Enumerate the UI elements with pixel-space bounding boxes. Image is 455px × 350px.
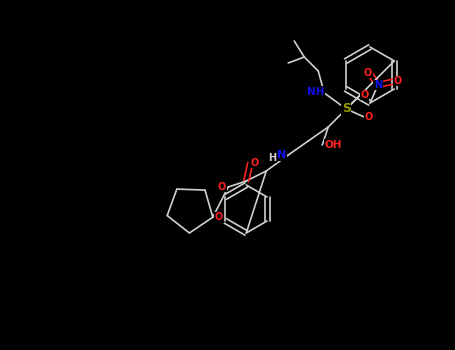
Text: O: O [360,90,369,100]
Text: OH: OH [324,140,342,150]
Text: H: H [268,153,276,163]
Text: N: N [277,150,286,160]
Text: O: O [364,68,372,78]
Text: O: O [250,158,258,168]
Text: NH: NH [307,87,324,97]
Text: O: O [394,76,402,86]
Text: S: S [342,103,351,116]
Text: N: N [374,80,382,90]
Text: O: O [218,182,226,192]
Text: O: O [215,212,223,222]
Text: O: O [364,112,372,122]
